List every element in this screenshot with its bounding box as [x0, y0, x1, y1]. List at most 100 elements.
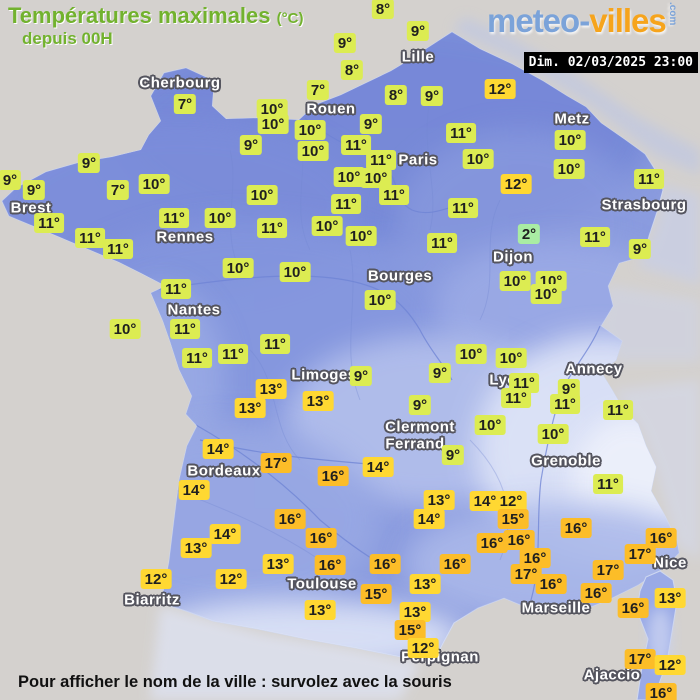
temp-label[interactable]: 11°	[331, 194, 361, 214]
temp-label[interactable]: 12°	[140, 569, 172, 589]
temp-label[interactable]: 16°	[503, 530, 535, 550]
temp-label[interactable]: 11°	[257, 218, 287, 238]
temp-label[interactable]: 9°	[628, 239, 652, 259]
temp-label[interactable]: 11°	[75, 228, 105, 248]
temp-label[interactable]: 9°	[359, 114, 383, 134]
meteo-villes-logo[interactable]: meteo-villes.com	[487, 2, 678, 40]
temp-label[interactable]: 9°	[408, 395, 432, 415]
temp-label[interactable]: 11°	[218, 344, 248, 364]
temp-label[interactable]: 17°	[592, 560, 624, 580]
temp-label[interactable]: 10°	[138, 174, 170, 194]
temp-label[interactable]: 11°	[634, 169, 664, 189]
temp-label[interactable]: 9°	[441, 445, 465, 465]
temp-label[interactable]: 12°	[495, 491, 527, 511]
temp-label[interactable]: 13°	[302, 391, 334, 411]
temp-label[interactable]: 15°	[394, 620, 426, 640]
temp-label[interactable]: 11°	[448, 198, 478, 218]
temp-label[interactable]: 8°	[340, 60, 364, 80]
temp-label[interactable]: 10°	[530, 284, 562, 304]
temp-label[interactable]: 10°	[364, 290, 396, 310]
temp-label[interactable]: 13°	[262, 554, 294, 574]
temp-label[interactable]: 16°	[645, 683, 677, 700]
temp-label[interactable]: 10°	[474, 415, 506, 435]
temp-label[interactable]: 10°	[499, 271, 531, 291]
temp-label[interactable]: 13°	[654, 588, 686, 608]
temp-label[interactable]: 16°	[560, 518, 592, 538]
temp-label[interactable]: 12°	[215, 569, 247, 589]
temp-label[interactable]: 11°	[446, 123, 476, 143]
temp-label[interactable]: 16°	[580, 583, 612, 603]
temp-label[interactable]: 11°	[580, 227, 610, 247]
temp-label[interactable]: 10°	[360, 168, 392, 188]
temp-label[interactable]: 16°	[519, 548, 551, 568]
temp-label[interactable]: 11°	[427, 233, 457, 253]
temp-label[interactable]: 2°	[517, 224, 541, 244]
temp-label[interactable]: 13°	[180, 538, 212, 558]
temp-label[interactable]: 16°	[617, 598, 649, 618]
temp-label[interactable]: 11°	[501, 388, 531, 408]
temp-label[interactable]: 9°	[406, 21, 430, 41]
temp-label[interactable]: 10°	[554, 130, 586, 150]
temp-label[interactable]: 9°	[0, 170, 22, 190]
temp-label[interactable]: 10°	[333, 167, 365, 187]
temp-label[interactable]: 11°	[103, 239, 133, 259]
temp-label[interactable]: 14°	[413, 509, 445, 529]
temp-label[interactable]: 16°	[314, 555, 346, 575]
temp-label[interactable]: 10°	[311, 216, 343, 236]
temp-label[interactable]: 17°	[624, 649, 656, 669]
temp-label[interactable]: 9°	[333, 33, 357, 53]
temp-label[interactable]: 16°	[305, 528, 337, 548]
temp-label[interactable]: 9°	[349, 366, 373, 386]
temp-label[interactable]: 13°	[423, 490, 455, 510]
temp-label[interactable]: 10°	[279, 262, 311, 282]
temp-label[interactable]: 14°	[178, 480, 210, 500]
temp-label[interactable]: 12°	[484, 79, 516, 99]
temp-label[interactable]: 13°	[304, 600, 336, 620]
temp-label[interactable]: 11°	[366, 150, 396, 170]
temp-label[interactable]: 13°	[255, 379, 287, 399]
temp-label[interactable]: 11°	[593, 474, 623, 494]
temp-label[interactable]: 16°	[476, 533, 508, 553]
temp-label[interactable]: 12°	[654, 655, 686, 675]
temp-label[interactable]: 7°	[306, 80, 330, 100]
temp-label[interactable]: 8°	[371, 0, 395, 19]
temp-label[interactable]: 16°	[535, 574, 567, 594]
temp-label[interactable]: 14°	[469, 491, 501, 511]
temp-label[interactable]: 11°	[34, 213, 64, 233]
temp-label[interactable]: 14°	[209, 524, 241, 544]
temp-label[interactable]: 9°	[239, 135, 263, 155]
temp-label[interactable]: 11°	[379, 185, 409, 205]
temp-label[interactable]: 16°	[317, 466, 349, 486]
temp-label[interactable]: 10°	[462, 149, 494, 169]
temp-label[interactable]: 10°	[537, 424, 569, 444]
temp-label[interactable]: 10°	[257, 114, 289, 134]
temp-label[interactable]: 10°	[553, 159, 585, 179]
temp-label[interactable]: 7°	[173, 94, 197, 114]
temp-label[interactable]: 10°	[294, 120, 326, 140]
temp-label[interactable]: 13°	[234, 398, 266, 418]
temp-label[interactable]: 17°	[624, 544, 656, 564]
temp-label[interactable]: 11°	[550, 394, 580, 414]
temp-label[interactable]: 10°	[246, 185, 278, 205]
temp-label[interactable]: 14°	[202, 439, 234, 459]
temp-label[interactable]: 8°	[384, 85, 408, 105]
temp-label[interactable]: 17°	[260, 453, 292, 473]
temp-label[interactable]: 11°	[341, 135, 371, 155]
temp-label[interactable]: 14°	[362, 457, 394, 477]
temp-label[interactable]: 12°	[407, 638, 439, 658]
temp-label[interactable]: 9°	[22, 180, 46, 200]
temp-label[interactable]: 11°	[603, 400, 633, 420]
temp-label[interactable]: 11°	[161, 279, 191, 299]
temp-label[interactable]: 10°	[204, 208, 236, 228]
temp-label[interactable]: 10°	[297, 141, 329, 161]
temp-label[interactable]: 11°	[182, 348, 212, 368]
temp-label[interactable]: 11°	[170, 319, 200, 339]
temp-label[interactable]: 10°	[455, 344, 487, 364]
temp-label[interactable]: 10°	[345, 226, 377, 246]
temp-label[interactable]: 10°	[222, 258, 254, 278]
temp-label[interactable]: 17°	[510, 564, 542, 584]
temp-label[interactable]: 16°	[439, 554, 471, 574]
temp-label[interactable]: 11°	[159, 208, 189, 228]
temp-label[interactable]: 15°	[497, 509, 529, 529]
temp-label[interactable]: 13°	[409, 574, 441, 594]
